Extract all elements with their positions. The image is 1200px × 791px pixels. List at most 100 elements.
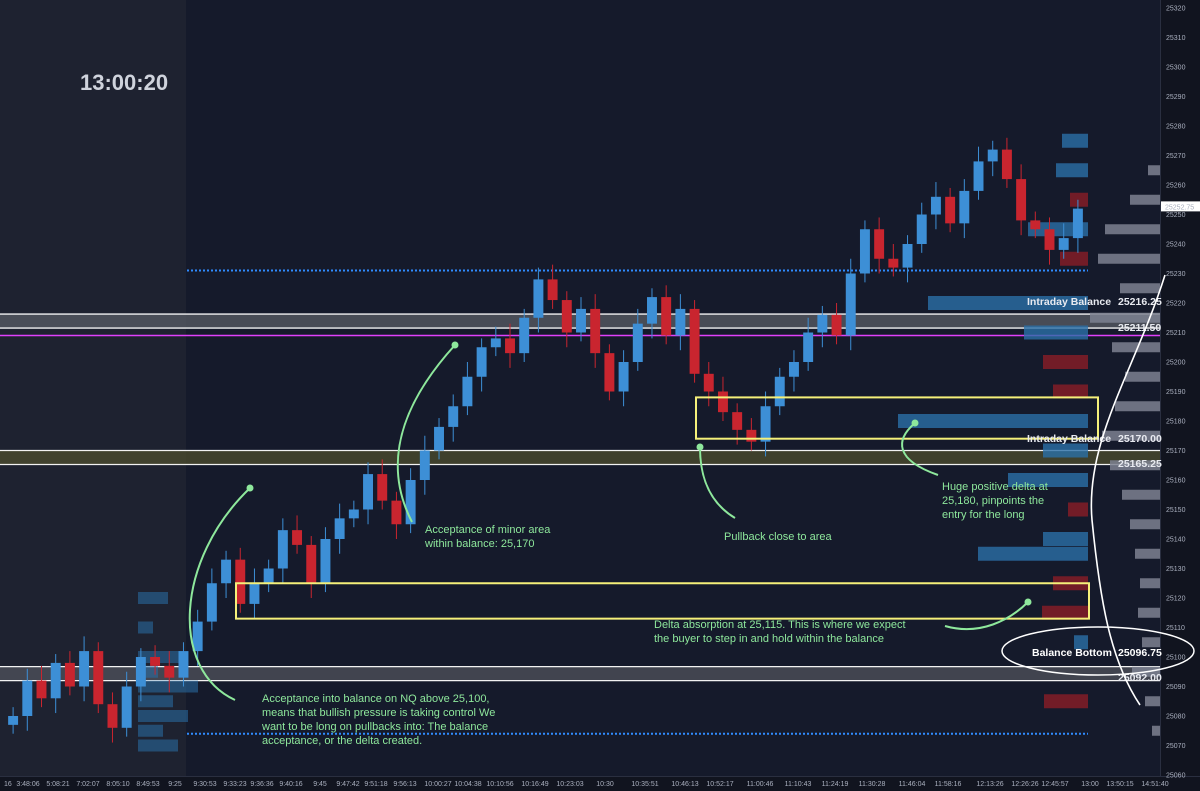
annotation-text: Pullback close to area [724, 531, 832, 543]
annotation-text: 25,180, pinpoints the [942, 495, 1044, 507]
y-tick-label: 25230 [1166, 271, 1186, 278]
candle [419, 450, 430, 480]
candle [93, 651, 104, 705]
x-tick-label: 5:08:21 [46, 781, 69, 788]
x-tick-label: 11:24:19 [822, 781, 849, 788]
annotation-text: Acceptance of minor area [425, 524, 551, 536]
level-price: 25216.25 [1118, 296, 1162, 308]
candle [462, 376, 473, 407]
level-price: 25165.25 [1118, 458, 1162, 470]
session-profile-bar [1138, 607, 1160, 618]
annotation-arrow [188, 487, 251, 701]
candle [874, 229, 885, 259]
y-tick-label: 25130 [1166, 566, 1186, 573]
candle [434, 426, 444, 451]
x-tick-label: 3:48:06 [16, 781, 39, 788]
annotation-text: within balance: 25,170 [424, 538, 534, 550]
y-tick-label: 25140 [1166, 537, 1186, 544]
candle [107, 704, 118, 728]
volume-profile-bar [1074, 635, 1088, 650]
x-tick-label: 10:30 [596, 781, 614, 788]
session-profile-bar [1135, 548, 1160, 559]
candle [50, 662, 61, 699]
session-profile-bar [1125, 371, 1160, 382]
premarket-profile-bar [138, 739, 178, 752]
x-tick-label: 9:56:13 [393, 781, 416, 788]
candle [8, 716, 19, 725]
time-axis[interactable] [0, 776, 1200, 791]
x-tick-label: 11:58:16 [935, 781, 962, 788]
x-tick-label: 9:51:18 [364, 781, 387, 788]
level-price: 25092.00 [1118, 672, 1162, 684]
x-tick-label: 14:51:40 [1141, 781, 1168, 788]
hand-drawn-arc [1090, 274, 1166, 706]
annotation-arrow [699, 446, 736, 519]
arrow-head [451, 341, 459, 349]
candle [476, 347, 487, 377]
candle [1030, 220, 1041, 230]
candle [206, 583, 217, 622]
y-tick-label: 25170 [1166, 448, 1186, 455]
candle [930, 196, 941, 215]
y-tick-label: 25280 [1166, 124, 1186, 131]
session-profile-bar [1145, 696, 1160, 707]
candle [448, 406, 459, 427]
y-tick-label: 25190 [1166, 389, 1186, 396]
candle [221, 559, 232, 584]
x-tick-label: 8:49:53 [136, 781, 159, 788]
candle [235, 559, 246, 604]
candle [519, 317, 530, 354]
volume-profile-bar [1070, 192, 1088, 207]
candle [916, 214, 927, 244]
absorption-zone [235, 582, 1090, 620]
arrow-head [1024, 598, 1032, 606]
volume-profile-bar [928, 296, 1088, 310]
annotation-text: Delta absorption at 25,115. This is wher… [654, 619, 906, 631]
candle [788, 362, 799, 377]
x-tick-label: 13:50:15 [1106, 781, 1133, 788]
candle [661, 297, 672, 336]
candle [689, 308, 700, 374]
volume-profile-bar [1042, 605, 1088, 620]
candle [164, 665, 175, 678]
volume-profile-bar [1044, 694, 1088, 709]
candle [774, 376, 785, 407]
clock-readout: 13:00:20 [80, 70, 169, 95]
positive-delta-zone [695, 396, 1099, 440]
premarket-profile-bar [138, 710, 188, 722]
candle [959, 190, 970, 224]
y-tick-label: 25210 [1166, 330, 1186, 337]
candle [178, 651, 189, 678]
volume-profile-bar [1043, 355, 1088, 369]
x-tick-label: 10:00:27 [424, 781, 451, 788]
arrow-head [911, 419, 919, 427]
annotation-text: want to be long on pullbacks into: The b… [261, 721, 488, 733]
candle [22, 680, 33, 716]
x-tick-label: 10:04:38 [454, 781, 481, 788]
level-label: Intraday Balance [1027, 433, 1111, 445]
annotation-text: the buyer to step in and hold within the… [654, 633, 884, 645]
y-tick-label: 25310 [1166, 35, 1186, 42]
volume-profile-bar [1008, 473, 1088, 487]
candle [888, 258, 899, 268]
candle [987, 149, 998, 162]
balance-bottom-circle [1001, 626, 1195, 676]
level-price: 25211.50 [1118, 322, 1161, 334]
premarket-profile-bar [138, 724, 163, 737]
candle [845, 273, 856, 336]
session-profile-bar [1105, 224, 1160, 235]
session-profile-bar [1110, 460, 1160, 471]
x-tick-label: 9:36:36 [250, 781, 273, 788]
premarket-profile-bar [138, 592, 168, 604]
candle [533, 279, 544, 318]
x-tick-label: 16 [4, 781, 12, 788]
candle [859, 229, 870, 274]
y-tick-label: 25320 [1166, 6, 1186, 13]
candle [334, 518, 345, 539]
y-tick-label: 25100 [1166, 655, 1186, 662]
candle [192, 621, 203, 652]
x-tick-label: 11:46:04 [899, 781, 926, 788]
candle [1001, 149, 1012, 180]
candle [348, 509, 359, 519]
premarket-profile-bar [138, 621, 153, 634]
